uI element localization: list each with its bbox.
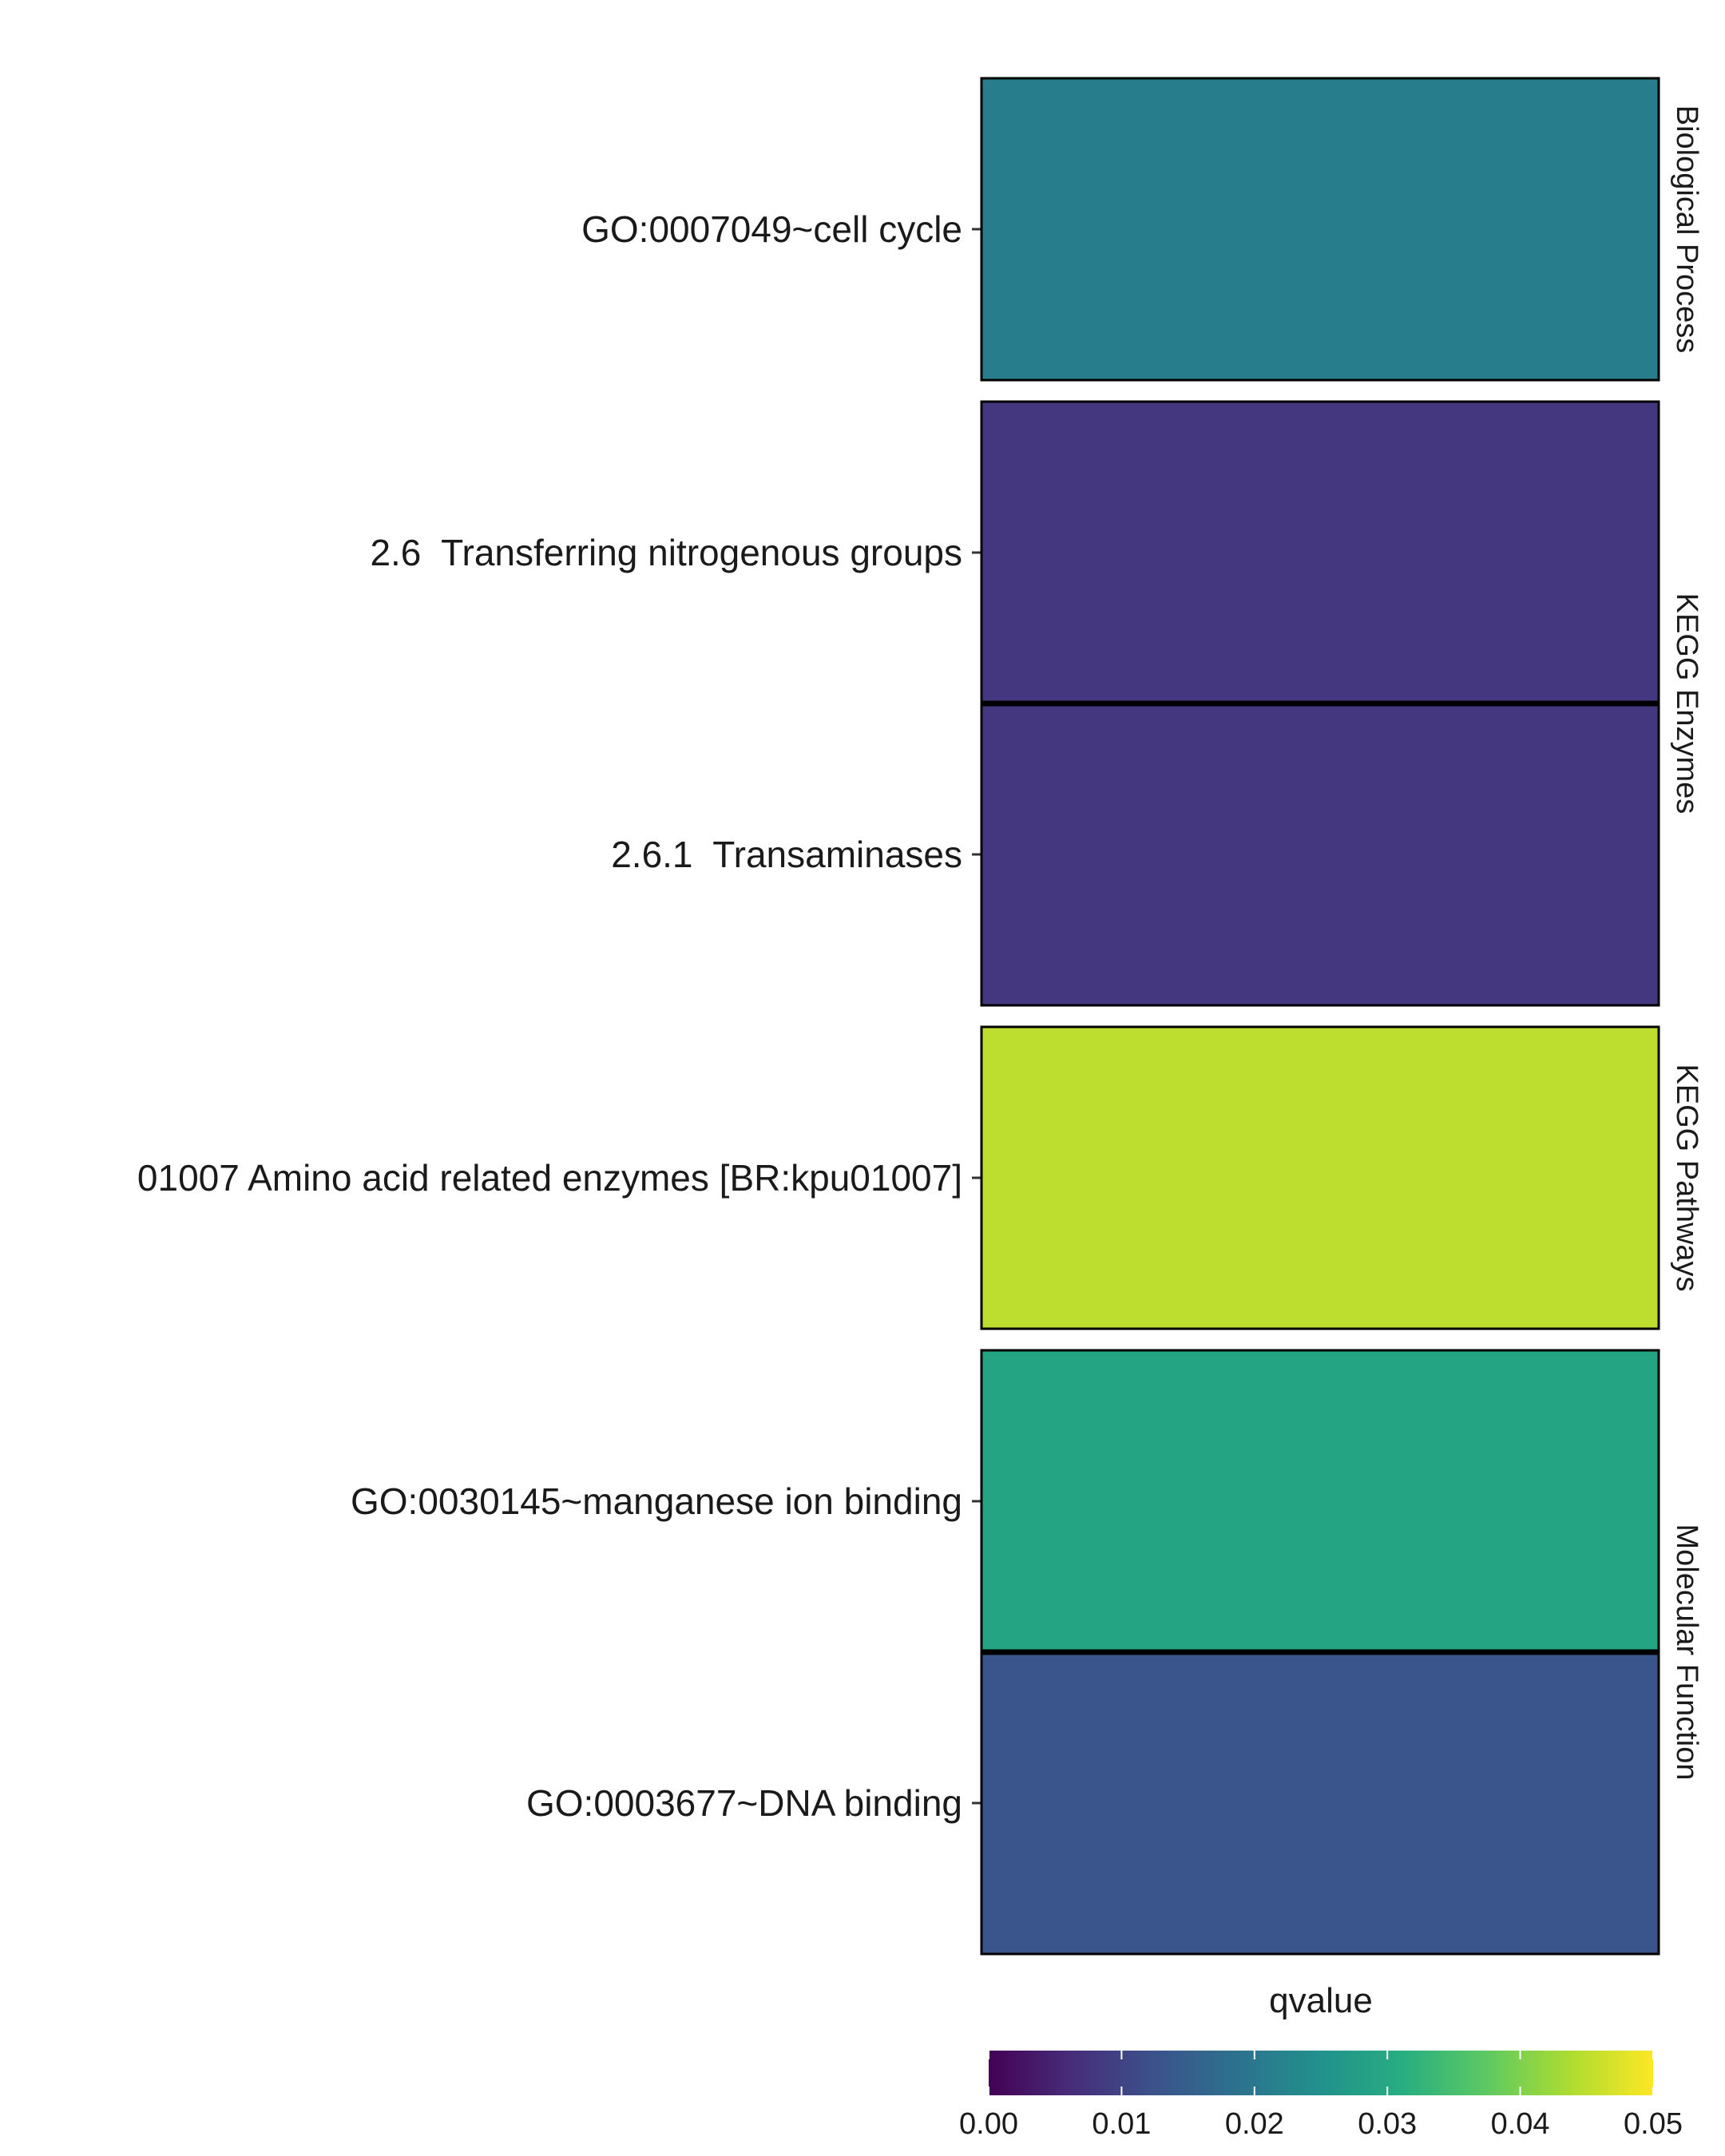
facet-strip-label: Molecular Function <box>1670 1524 1703 1780</box>
facet-panels: GO:0007049~cell cycle Biological Process 2… <box>137 77 1703 1956</box>
facet-panel: GO:0007049~cell cycle Biological Process <box>581 77 1703 382</box>
heatmap-tile <box>981 1350 1659 1652</box>
y-tick-label: GO:0030145~manganese ion binding <box>351 1480 962 1522</box>
y-tick-label: GO:0003677~DNA binding <box>526 1782 962 1824</box>
facet-strip-label: KEGG Pathways <box>1670 1064 1703 1291</box>
panel-border <box>980 77 1660 382</box>
legend-tick-label: 0.02 <box>1225 2107 1284 2141</box>
facet-strip-label: KEGG Enzymes <box>1670 593 1703 814</box>
legend-tick-label: 0.00 <box>959 2107 1018 2141</box>
panel-border <box>980 1025 1660 1330</box>
legend-tick-label: 0.05 <box>1624 2107 1683 2141</box>
facet-panel: 2.6 Transferring nitrogenous groups 2.6.1… <box>370 400 1703 1007</box>
legend-colorbar <box>989 2051 1653 2095</box>
heatmap-tile <box>981 402 1659 703</box>
panel-border <box>980 400 1660 1007</box>
legend-title: qvalue <box>1269 1981 1373 2020</box>
heatmap-tile <box>981 78 1659 380</box>
facet-strip-label: Biological Process <box>1670 105 1703 353</box>
legend-tick-label: 0.01 <box>1092 2107 1151 2141</box>
y-tick-label: 2.6 Transferring nitrogenous groups <box>370 532 962 573</box>
heatmap-tile <box>981 703 1659 1005</box>
facet-panel: 01007 Amino acid related enzymes [BR:kpu… <box>137 1025 1703 1330</box>
facet-panel: GO:0030145~manganese ion binding GO:00036… <box>351 1349 1703 1956</box>
y-tick-label: GO:0007049~cell cycle <box>581 208 962 250</box>
y-tick-label: 01007 Amino acid related enzymes [BR:kpu… <box>137 1157 962 1199</box>
panel-border <box>980 1349 1660 1956</box>
heatmap-tile <box>981 1027 1659 1329</box>
color-legend: qvalue 0.00 0.01 0.02 0.03 0.04 0.05 <box>959 1981 1683 2141</box>
legend-tick-label: 0.04 <box>1491 2107 1550 2141</box>
heatmap-tile <box>981 1652 1659 1954</box>
legend-tick-label: 0.03 <box>1358 2107 1417 2141</box>
y-tick-label: 2.6.1 Transaminases <box>611 834 962 875</box>
